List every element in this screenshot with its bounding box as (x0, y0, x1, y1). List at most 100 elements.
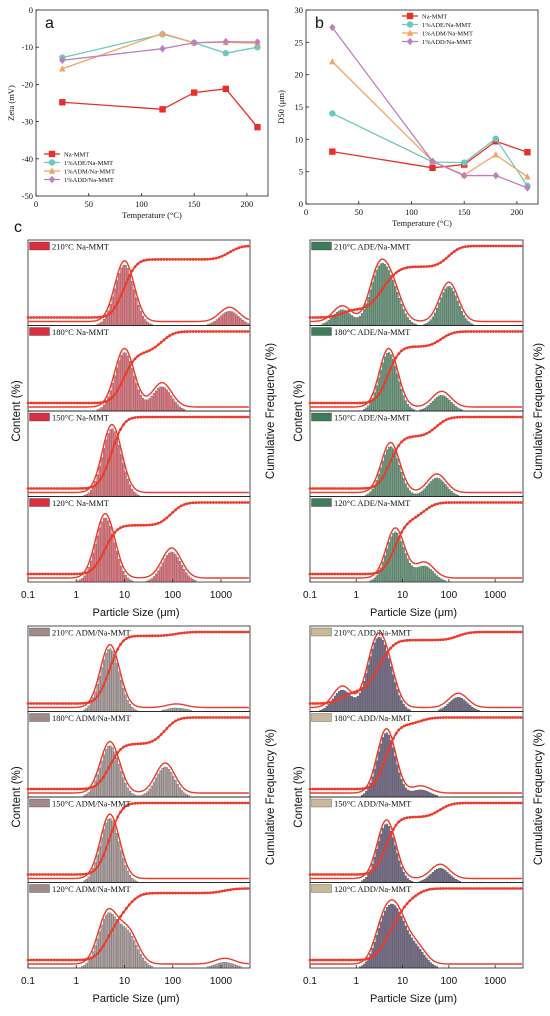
cumulative-marker (217, 330, 221, 333)
cumulative-marker (107, 312, 111, 316)
cumulative-marker (372, 867, 376, 871)
subplot-label: 180°C ADE/Na-MMT (334, 327, 411, 337)
cumulative-marker (96, 782, 99, 786)
cumulative-marker (67, 873, 70, 876)
cumulative-marker (366, 785, 370, 789)
cumulative-marker (447, 254, 451, 258)
content-bar (413, 567, 416, 583)
cumulative-marker (514, 887, 517, 890)
cumulative-marker (472, 887, 476, 890)
cumulative-marker (441, 419, 445, 423)
cumulative-marker (93, 401, 96, 405)
cumulative-marker (389, 367, 392, 371)
cumulative-marker (119, 810, 123, 814)
cumulative-marker (364, 305, 367, 309)
cumulative-marker (162, 518, 166, 522)
cumulative-marker (197, 257, 201, 261)
cumulative-marker (67, 487, 70, 490)
content-bar (367, 296, 370, 326)
content-bar (431, 871, 434, 883)
cumulative-marker (125, 281, 128, 285)
cumulative-marker (419, 512, 423, 515)
cumulative-marker (87, 701, 91, 704)
cumulative-marker (119, 295, 123, 298)
cumulative-marker (125, 371, 128, 375)
cumulative-marker (386, 750, 390, 754)
content-bar (433, 478, 436, 497)
cumulative-marker (153, 522, 157, 526)
cumulative-marker (408, 435, 412, 439)
cumulative-marker (165, 801, 169, 805)
cumulative-marker (425, 507, 429, 511)
cumulative-marker (472, 501, 476, 504)
content-bar (126, 478, 129, 497)
y-tick-label: 15 (295, 102, 304, 112)
cumulative-marker (378, 859, 381, 863)
cumulative-marker (322, 873, 326, 876)
cumulative-marker (347, 487, 351, 490)
cumulative-marker (206, 415, 209, 419)
cumulative-marker (194, 258, 198, 261)
cumulative-marker (339, 401, 342, 405)
content-bar (157, 773, 160, 798)
content-bar (371, 776, 374, 798)
cumulative-marker (428, 343, 431, 347)
content-bar (438, 395, 441, 412)
cumulative-marker (361, 958, 365, 962)
cumulative-marker (214, 330, 218, 333)
cumulative-marker (316, 401, 320, 405)
cumulative-marker (425, 814, 429, 818)
cumulative-marker (519, 415, 523, 419)
x-tick-label: 1 (73, 976, 79, 987)
cumulative-marker (237, 246, 241, 250)
cumulative-marker (453, 416, 456, 419)
content-bar (404, 706, 407, 712)
legend-marker (48, 167, 56, 174)
content-bar (375, 575, 378, 583)
legend-entry: 1%ADM/Na-MMT (64, 169, 115, 176)
cumulative-marker (182, 330, 186, 334)
cumulative-marker (472, 801, 476, 805)
content-bar (87, 492, 90, 497)
cumulative-marker (35, 487, 39, 490)
content-bar (438, 868, 441, 883)
content-bar (107, 818, 110, 883)
content-bar (176, 783, 179, 798)
cumulative-marker (223, 253, 227, 257)
cumulative-marker (26, 873, 30, 876)
cumulative-marker (41, 702, 44, 705)
cumulative-marker (119, 642, 123, 646)
cumulative-marker (358, 401, 362, 405)
cumulative-marker (475, 501, 479, 504)
cumulative-marker (403, 724, 406, 728)
content-bar (431, 479, 434, 497)
cumulative-marker (441, 638, 445, 642)
content-bar (163, 387, 166, 412)
cumulative-marker (486, 630, 490, 634)
cumulative-marker (52, 401, 56, 405)
cumulative-marker (165, 516, 169, 520)
cumulative-marker (341, 401, 345, 405)
content-bar (187, 575, 190, 583)
content-bar (237, 316, 240, 326)
legend-marker (406, 12, 414, 20)
cumulative-marker (405, 346, 409, 350)
cumulative-marker (369, 486, 373, 489)
cumulative-marker (422, 889, 426, 893)
cumulative-marker (500, 630, 504, 634)
cumulative-marker (58, 958, 62, 962)
cumulative-marker (67, 572, 70, 576)
cumulative-marker (344, 487, 348, 490)
cumulative-marker (350, 691, 354, 695)
cumulative-marker (502, 801, 506, 805)
cumulative-marker (87, 871, 91, 875)
cumulative-marker (364, 401, 367, 404)
content-bar (144, 793, 147, 798)
content-bar (89, 702, 92, 712)
cumulative-marker (171, 258, 175, 261)
content-bar (400, 304, 403, 326)
cumulative-marker (433, 887, 437, 891)
cumulative-marker (226, 251, 230, 255)
cumulative-marker (311, 787, 315, 791)
content-bar (390, 903, 393, 969)
